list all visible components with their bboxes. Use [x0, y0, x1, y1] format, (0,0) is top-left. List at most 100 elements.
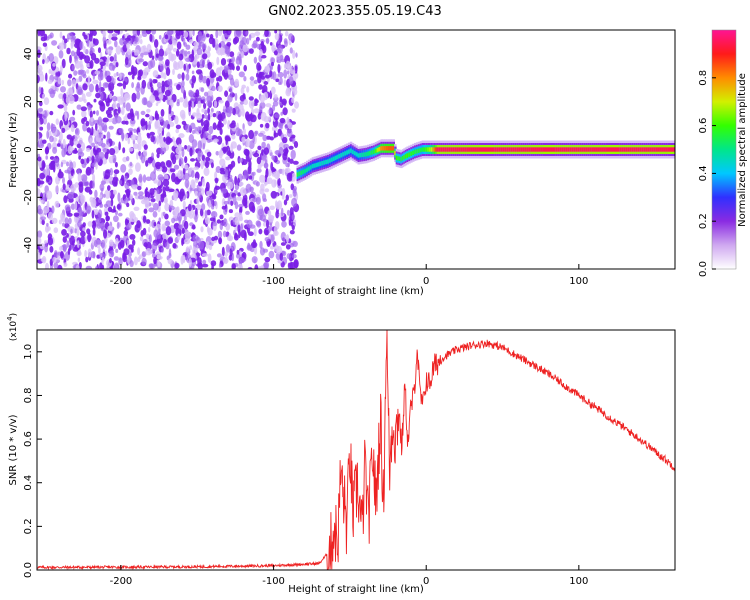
noise-speck	[178, 152, 182, 160]
noise-speck	[76, 240, 80, 249]
noise-speck	[118, 179, 123, 185]
trace-cell	[520, 147, 523, 152]
noise-speck	[259, 265, 265, 269]
noise-speck	[53, 227, 59, 234]
noise-speck	[248, 129, 255, 140]
snr-y-multiplier-close: )	[9, 313, 19, 317]
noise-speck	[156, 152, 160, 159]
snr-y-label: SNR (10 * v/v)	[8, 414, 19, 485]
noise-speck	[191, 100, 194, 110]
trace-cell	[589, 147, 593, 152]
noise-speck	[37, 252, 41, 260]
noise-speck	[193, 41, 200, 47]
noise-speck	[46, 226, 51, 232]
noise-speck	[112, 157, 116, 164]
noise-speck	[225, 156, 231, 161]
noise-speck	[66, 47, 71, 55]
trace-cell	[410, 151, 413, 156]
noise-speck	[253, 108, 260, 114]
noise-speck	[67, 248, 71, 256]
noise-speck	[62, 138, 66, 149]
noise-speck	[128, 168, 133, 176]
noise-speck	[285, 88, 292, 97]
noise-speck	[148, 207, 155, 213]
noise-speck	[160, 194, 165, 203]
noise-speck	[265, 122, 270, 129]
noise-speck	[145, 30, 152, 35]
noise-speck	[128, 147, 134, 152]
trace-cell	[667, 147, 670, 152]
colorbar-label: Normalized spectral amplitude	[737, 73, 748, 227]
trace-cell	[673, 147, 675, 152]
noise-speck	[260, 54, 267, 59]
noise-speck	[49, 246, 54, 253]
noise-speck	[265, 169, 269, 178]
noise-speck	[216, 135, 223, 145]
trace-cell	[478, 147, 481, 152]
noise-speck	[230, 90, 233, 95]
noise-speck	[85, 166, 92, 176]
noise-speck	[188, 258, 192, 267]
noise-speck	[294, 71, 299, 79]
trace-cell	[332, 156, 336, 161]
noise-speck	[37, 107, 44, 112]
noise-speck	[124, 37, 131, 42]
noise-speck	[185, 246, 190, 253]
noise-speck	[160, 45, 163, 50]
noise-speck	[258, 84, 263, 90]
noise-speck	[291, 172, 296, 182]
trace-cell	[398, 156, 402, 161]
noise-speck	[205, 241, 210, 249]
noise-speck	[158, 134, 163, 144]
trace-cell	[492, 147, 495, 152]
noise-speck	[92, 79, 99, 85]
trace-cell	[425, 147, 428, 152]
noise-speck	[92, 38, 96, 44]
noise-speck	[98, 125, 103, 134]
noise-speck	[175, 227, 182, 237]
trace-cell	[298, 171, 301, 176]
noise-speck	[45, 167, 50, 177]
noise-speck	[181, 254, 186, 263]
noise-speck	[271, 155, 276, 161]
trace-cell	[516, 147, 519, 152]
noise-speck	[149, 82, 153, 88]
noise-speck	[215, 30, 219, 39]
noise-speck	[278, 30, 282, 36]
trace-cell	[427, 147, 430, 152]
noise-speck	[87, 248, 92, 258]
noise-speck	[176, 84, 181, 91]
noise-speck	[118, 257, 123, 266]
spectrogram-x-label: Height of straight line (km)	[288, 286, 424, 297]
noise-speck	[69, 54, 72, 64]
trace-cell	[361, 152, 364, 158]
noise-speck	[186, 65, 190, 75]
trace-cell	[542, 147, 545, 152]
trace-cell	[609, 147, 612, 152]
trace-cell	[470, 147, 473, 152]
noise-speck	[164, 34, 169, 40]
trace-cell	[357, 153, 360, 158]
noise-speck	[180, 85, 185, 94]
trace-cell	[651, 147, 654, 152]
noise-speck	[188, 100, 191, 107]
noise-speck	[156, 194, 161, 201]
noise-speck	[42, 59, 45, 65]
noise-speck	[41, 256, 47, 264]
noise-speck	[238, 71, 245, 78]
noise-speck	[291, 249, 297, 254]
noise-speck	[145, 233, 150, 239]
noise-speck	[273, 230, 279, 236]
noise-speck	[283, 79, 287, 86]
noise-speck	[267, 116, 271, 121]
noise-speck	[243, 64, 247, 72]
noise-speck	[87, 105, 92, 110]
trace-cell	[417, 148, 421, 153]
noise-speck	[220, 58, 227, 66]
noise-speck	[218, 263, 222, 268]
noise-speck	[78, 183, 84, 193]
noise-speck	[70, 203, 76, 210]
noise-speck	[182, 100, 189, 108]
noise-speck	[184, 179, 190, 189]
